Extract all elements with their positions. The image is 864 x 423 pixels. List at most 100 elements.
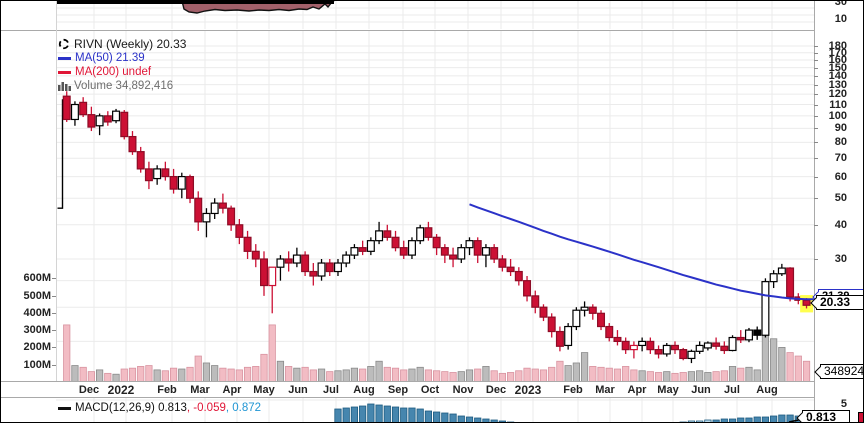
volume-bar[interactable] (523, 367, 531, 382)
candle-body[interactable] (407, 240, 416, 256)
candle-body[interactable] (202, 212, 211, 223)
volume-bar[interactable] (745, 366, 753, 382)
candle-body[interactable] (416, 227, 425, 242)
candle-body[interactable] (629, 344, 638, 351)
volume-bar[interactable] (96, 369, 104, 382)
volume-bar[interactable] (597, 366, 605, 382)
candle-body[interactable] (712, 342, 721, 347)
volume-bar[interactable] (605, 367, 613, 382)
volume-bar[interactable] (211, 365, 219, 382)
candle-body[interactable] (531, 295, 540, 308)
volume-bar[interactable] (260, 353, 268, 382)
candle-body[interactable] (251, 250, 260, 260)
candle-body[interactable] (547, 316, 556, 333)
volume-bar[interactable] (654, 372, 663, 382)
candle-body[interactable] (539, 306, 548, 318)
candle-body[interactable] (292, 254, 301, 264)
volume-bar[interactable] (153, 369, 161, 382)
volume-bar[interactable] (243, 366, 252, 382)
volume-bar[interactable] (87, 371, 95, 382)
candle-body[interactable] (744, 329, 753, 341)
candle-body[interactable] (523, 280, 532, 297)
candle-body[interactable] (276, 258, 285, 268)
candle-body[interactable] (695, 344, 704, 352)
volume-bar[interactable] (613, 368, 622, 382)
volume-bar[interactable] (531, 368, 539, 382)
volume-bar[interactable] (737, 367, 745, 382)
volume-bar[interactable] (391, 367, 400, 382)
candle-body[interactable] (786, 267, 795, 298)
volume-bar[interactable] (753, 369, 761, 382)
volume-bar[interactable] (433, 370, 441, 382)
candle-body[interactable] (736, 336, 745, 341)
volume-bar[interactable] (482, 366, 490, 382)
volume-bar[interactable] (696, 370, 704, 382)
candle-body[interactable] (761, 281, 770, 336)
candle-body[interactable] (136, 151, 145, 170)
volume-bar[interactable] (671, 372, 679, 382)
candle-body[interactable] (153, 168, 162, 180)
candle-body[interactable] (498, 258, 507, 268)
candle-body[interactable] (128, 135, 137, 153)
volume-bar[interactable] (564, 365, 572, 382)
candle-body[interactable] (753, 329, 762, 336)
volume-bar[interactable] (63, 324, 71, 382)
candle-body[interactable] (169, 175, 178, 190)
candle-body[interactable] (465, 240, 474, 249)
candle-body[interactable] (260, 258, 269, 287)
volume-bar[interactable] (317, 368, 326, 382)
candle-body[interactable] (144, 168, 153, 182)
volume-bar[interactable] (728, 366, 737, 382)
volume-bar[interactable] (572, 362, 580, 382)
volume-bar[interactable] (424, 369, 433, 382)
volume-bar[interactable] (539, 369, 548, 382)
volume-bar[interactable] (383, 366, 391, 382)
volume-bar[interactable] (548, 366, 556, 382)
volume-bar[interactable] (301, 366, 309, 382)
candle-body[interactable] (120, 111, 129, 138)
volume-bar[interactable] (589, 366, 597, 382)
volume-bar[interactable] (268, 324, 276, 382)
volume-bar[interactable] (202, 362, 211, 382)
volume-bar[interactable] (786, 352, 794, 382)
volume-bar[interactable] (128, 367, 137, 382)
candle-body[interactable] (424, 227, 433, 238)
volume-bar[interactable] (293, 367, 301, 382)
candle-body[interactable] (342, 254, 351, 264)
volume-bar[interactable] (161, 370, 169, 382)
candle-body[interactable] (309, 270, 318, 277)
volume-bar[interactable] (490, 370, 498, 382)
candle-body[interactable] (440, 247, 449, 256)
candle-body[interactable] (317, 262, 326, 277)
candle-body[interactable] (613, 336, 622, 343)
candle-body[interactable] (79, 101, 88, 116)
candle-body[interactable] (243, 236, 252, 252)
volume-bar[interactable] (498, 372, 506, 382)
volume-bar[interactable] (145, 365, 153, 382)
candle-body[interactable] (235, 224, 244, 238)
candle-body[interactable] (514, 270, 523, 282)
volume-bar[interactable] (663, 371, 671, 382)
volume-bar[interactable] (71, 365, 79, 382)
candle-body[interactable] (638, 340, 647, 347)
ma50-line[interactable] (469, 203, 815, 301)
volume-bar[interactable] (704, 372, 712, 382)
volume-bar[interactable] (465, 369, 474, 382)
volume-bar[interactable] (227, 368, 235, 382)
volume-bar[interactable] (350, 367, 359, 382)
candle-body[interactable] (580, 306, 589, 311)
candle-body[interactable] (301, 254, 310, 273)
volume-bar[interactable] (137, 366, 145, 382)
candle-body[interactable] (769, 273, 778, 283)
volume-bar[interactable] (367, 366, 375, 382)
candle-body[interactable] (777, 267, 786, 275)
candle-body[interactable] (186, 175, 195, 199)
volume-bar[interactable] (416, 366, 424, 382)
volume-bar[interactable] (794, 355, 802, 382)
volume-bar[interactable] (770, 338, 778, 382)
volume-bar[interactable] (120, 368, 128, 382)
volume-bar[interactable] (474, 368, 482, 382)
pane-separator-price-bottom[interactable] (1, 381, 814, 382)
volume-bar[interactable] (186, 366, 194, 382)
